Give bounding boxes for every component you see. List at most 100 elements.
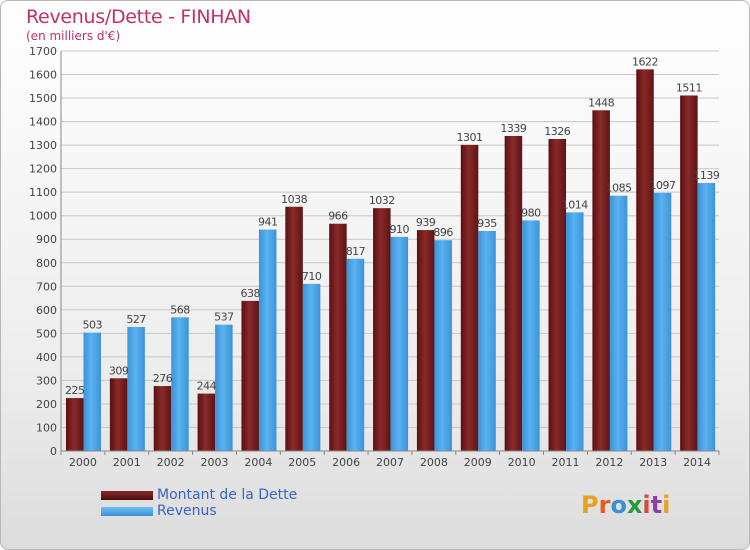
x-tick-label: 2004 [244, 456, 272, 469]
data-label-revenue: 817 [346, 245, 366, 258]
bar-revenue [522, 220, 540, 451]
x-tick-label: 2008 [420, 456, 448, 469]
data-label-revenue: 896 [433, 226, 453, 239]
bar-revenue [390, 236, 409, 451]
bars-layer [66, 69, 716, 452]
legend-label-debt: Montant de la Dette [157, 487, 298, 503]
bar-revenue [653, 192, 672, 451]
y-tick-label: 100 [36, 421, 57, 434]
y-tick-label: 800 [36, 257, 57, 270]
bar-debt [592, 110, 610, 451]
data-label-debt: 1622 [632, 55, 658, 68]
bar-revenue [566, 212, 584, 451]
data-label-debt: 309 [109, 364, 129, 377]
bar-debt [460, 144, 479, 451]
legend-item-debt: Montant de la Dette [101, 487, 297, 503]
legend-label-revenue: Revenus [157, 503, 217, 519]
y-tick-label: 900 [36, 233, 57, 246]
x-tick-label: 2005 [288, 456, 316, 469]
y-tick-label: 1000 [29, 210, 57, 223]
y-tick-label: 300 [36, 374, 57, 387]
x-tick-label: 2003 [201, 456, 229, 469]
chart-subtitle: (en milliers d'€) [26, 29, 121, 43]
data-label-revenue: 1139 [693, 169, 719, 182]
data-label-debt: 939 [416, 216, 436, 229]
data-label-revenue: 527 [126, 313, 146, 326]
legend-swatch-revenue [101, 506, 153, 516]
data-label-debt: 244 [197, 380, 217, 393]
bar-revenue [215, 324, 233, 451]
bar-debt [548, 139, 567, 451]
bar-revenue [346, 258, 365, 451]
y-tick-label: 500 [36, 327, 57, 340]
chart-title: Revenus/Dette - FINHAN [26, 6, 251, 28]
x-tick-label: 2012 [595, 456, 623, 469]
bar-debt [504, 135, 523, 452]
y-tick-label: 0 [50, 445, 57, 458]
data-label-revenue: 941 [258, 216, 278, 229]
data-label-revenue: 1085 [606, 182, 632, 195]
legend-item-revenue: Revenus [101, 503, 297, 519]
data-label-revenue: 910 [390, 223, 410, 236]
y-tick-label: 1300 [29, 139, 57, 152]
data-label-revenue: 503 [83, 319, 103, 332]
y-tick-label: 1500 [29, 92, 57, 105]
data-label-revenue: 568 [170, 303, 190, 316]
y-tick-label: 1600 [29, 69, 57, 82]
y-tick-label: 1700 [29, 45, 57, 58]
bar-revenue [609, 195, 628, 451]
bar-revenue [127, 327, 145, 451]
bar-revenue [478, 231, 496, 451]
y-tick-label: 1400 [29, 116, 57, 129]
data-label-debt: 1301 [457, 131, 483, 144]
bar-debt [241, 300, 259, 451]
y-tick-label: 700 [36, 280, 57, 293]
axis-layer: 0 100 200 300 400 500 600 700 800 900 1000 1100 1200… [29, 45, 720, 469]
bar-debt [416, 230, 435, 451]
x-tick-label: 2001 [113, 456, 141, 469]
y-tick-label: 400 [36, 351, 57, 364]
bar-revenue [258, 229, 277, 451]
data-label-revenue: 980 [521, 206, 541, 219]
x-tick-label: 2009 [464, 456, 492, 469]
x-tick-label: 2013 [639, 456, 667, 469]
x-tick-label: 2014 [683, 456, 711, 469]
y-tick-label: 1100 [29, 186, 57, 199]
bar-debt [109, 378, 128, 451]
bar-revenue [697, 183, 716, 451]
proxiti-logo: Proxiti [581, 491, 671, 519]
data-label-debt: 1511 [676, 81, 702, 94]
bar-debt [66, 398, 84, 451]
bar-debt [636, 69, 654, 452]
y-tick-label: 1200 [29, 163, 57, 176]
data-label-revenue: 1097 [650, 179, 676, 192]
data-label-debt: 1339 [500, 122, 526, 135]
data-label-revenue: 935 [477, 217, 497, 230]
data-label-revenue: 1014 [562, 198, 588, 211]
x-tick-label: 2010 [508, 456, 536, 469]
data-label-debt: 1326 [544, 125, 570, 138]
bar-revenue [83, 332, 101, 451]
data-label-debt: 966 [328, 210, 348, 223]
bar-debt [680, 95, 698, 452]
bar-revenue [302, 283, 321, 451]
data-label-debt: 638 [240, 287, 260, 300]
x-tick-label: 2011 [551, 456, 579, 469]
x-tick-label: 2006 [332, 456, 360, 469]
bar-revenue [171, 317, 189, 451]
data-label-debt: 1448 [588, 96, 614, 109]
data-label-debt: 225 [65, 384, 85, 397]
y-tick-label: 200 [36, 398, 57, 411]
data-label-debt: 1032 [369, 194, 395, 207]
data-label-debt: 1038 [281, 193, 307, 206]
bar-debt [373, 208, 391, 451]
bar-debt [329, 223, 347, 451]
data-label-debt: 276 [153, 372, 173, 385]
x-tick-label: 2000 [69, 456, 97, 469]
legend: Montant de la Dette Revenus [101, 487, 297, 519]
bar-debt [285, 206, 303, 451]
bar-debt [153, 386, 172, 451]
bar-revenue [434, 240, 452, 451]
